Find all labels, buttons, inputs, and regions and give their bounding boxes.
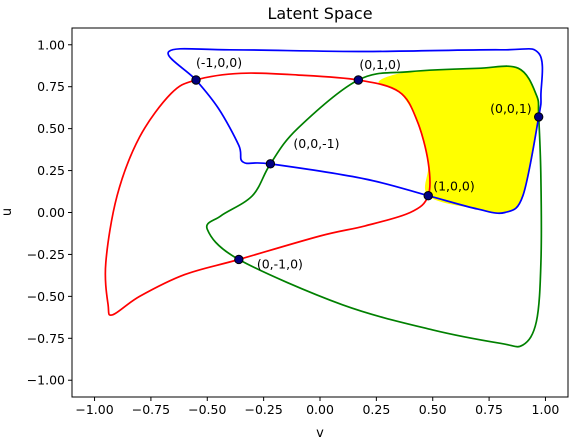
x-tick-label: 1.00 — [532, 402, 560, 417]
point-label: (1,0,0) — [433, 179, 475, 194]
point-marker — [423, 191, 433, 201]
y-tick-label: −0.25 — [27, 247, 65, 262]
point-marker — [353, 75, 364, 85]
curves-layer — [104, 47, 544, 348]
x-axis-label: v — [316, 426, 324, 441]
point-marker — [234, 254, 244, 265]
y-tick-label: 0.75 — [37, 79, 65, 94]
point-label: (0,0,-1) — [293, 136, 339, 151]
points-layer: (-1,0,0) (0,1,0) (0,0,1) (0,0,-1) (1,0,0) (0,… — [191, 55, 544, 271]
y-tick-label: −0.50 — [27, 289, 65, 304]
point-marker — [265, 159, 276, 169]
x-tick-label: 0.00 — [306, 402, 334, 417]
point-label: (0,0,1) — [490, 101, 532, 116]
curve-2 — [167, 47, 544, 215]
filled-region — [378, 66, 540, 213]
point-label: (0,-1,0) — [257, 256, 303, 271]
chart-title: Latent Space — [267, 4, 372, 23]
x-tick-label: −1.00 — [75, 402, 113, 417]
x-tick-label: −0.50 — [188, 402, 226, 417]
y-tick-label: 0.00 — [37, 205, 65, 220]
x-tick-label: −0.75 — [132, 402, 170, 417]
x-tick-label: 0.75 — [475, 402, 503, 417]
curve-0 — [104, 72, 431, 316]
y-tick-label: −1.00 — [27, 373, 65, 388]
point-label: (0,1,0) — [359, 57, 401, 72]
y-tick-label: 0.50 — [37, 121, 65, 136]
x-tick-label: 0.25 — [362, 402, 390, 417]
y-tick-label: −0.75 — [27, 331, 65, 346]
x-tick-label: −0.25 — [244, 402, 282, 417]
y-tick-label: 0.25 — [37, 163, 65, 178]
point-marker — [533, 112, 544, 122]
point-marker — [191, 75, 201, 85]
axes-layer: −1.00 −0.75 −0.50 −0.25 0.00 0.25 0.50 0.75 1.00… — [27, 37, 560, 417]
point-label: (-1,0,0) — [196, 55, 242, 70]
x-tick-label: 0.50 — [419, 402, 447, 417]
fill-layer — [378, 66, 540, 213]
y-axis-label: u — [0, 208, 15, 216]
curve-1 — [205, 65, 543, 348]
y-tick-label: 1.00 — [37, 37, 65, 52]
